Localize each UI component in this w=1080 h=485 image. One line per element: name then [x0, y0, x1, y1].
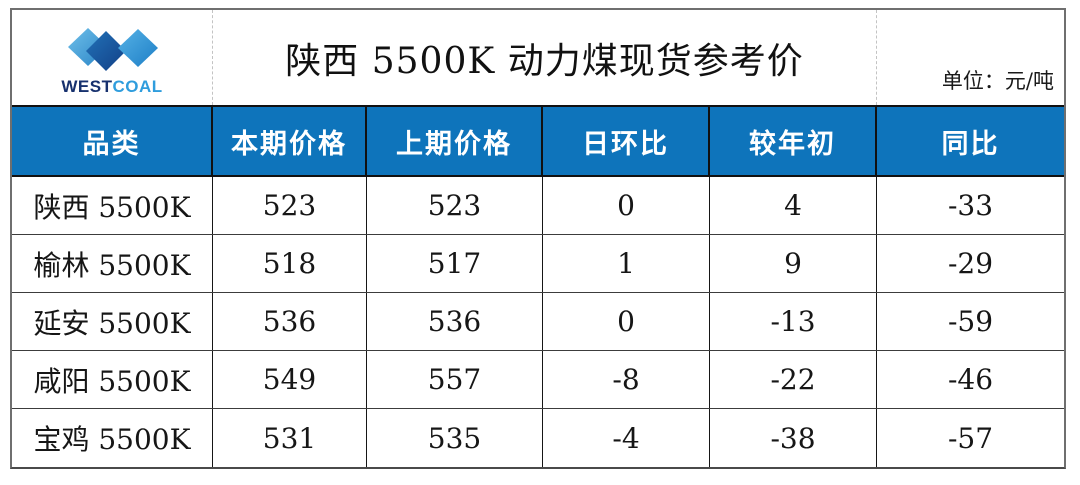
- table-cell: 536: [367, 293, 543, 350]
- row-category: 咸阳 5500K: [12, 351, 213, 408]
- table-cell: -22: [710, 351, 877, 408]
- table-cell: 518: [213, 235, 367, 292]
- table-cell: 536: [213, 293, 367, 350]
- page-title: 陕西 5500K 动力煤现货参考价: [285, 40, 804, 82]
- w-diamonds-icon: [68, 28, 158, 71]
- table-cell: 0: [543, 293, 710, 350]
- table-cell: -33: [947, 189, 994, 222]
- table-cell: -46: [947, 363, 994, 396]
- table-row: 陕西 5500K 523 523 0 4 -33: [12, 177, 1064, 235]
- table-cell: -38: [710, 409, 877, 467]
- price-table: WESTCOAL 陕西 5500K 动力煤现货参考价 单位：元/吨 品类 本期价格…: [10, 8, 1066, 469]
- table-cell: -4: [543, 409, 710, 467]
- table-cell: 549: [213, 351, 367, 408]
- row-category: 延安 5500K: [12, 293, 213, 350]
- table-cell: 531: [213, 409, 367, 467]
- row-category: 榆林 5500K: [12, 235, 213, 292]
- row-category: 陕西 5500K: [12, 177, 213, 234]
- table-row: 宝鸡 5500K 531 535 -4 -38 -57: [12, 409, 1064, 467]
- logo: WESTCOAL: [12, 10, 213, 105]
- table-cell: 557: [367, 351, 543, 408]
- column-header: 日环比: [543, 107, 710, 175]
- table-row: 榆林 5500K 518 517 1 9 -29: [12, 235, 1064, 293]
- table-row: 咸阳 5500K 549 557 -8 -22 -46: [12, 351, 1064, 409]
- table-cell: 0: [543, 177, 710, 234]
- column-header: 较年初: [710, 107, 877, 175]
- table-cell: 1: [543, 235, 710, 292]
- table-cell: -29: [947, 247, 994, 280]
- table-row: 延安 5500K 536 536 0 -13 -59: [12, 293, 1064, 351]
- column-header: 品类: [12, 107, 213, 175]
- table-cell: -57: [947, 421, 994, 455]
- unit-label: 单位：元/吨: [876, 10, 1064, 105]
- table-cell: 523: [213, 177, 367, 234]
- logo-text-coal: COAL: [112, 77, 163, 96]
- column-header: 同比: [941, 128, 1000, 159]
- table-cell: 9: [710, 235, 877, 292]
- table-body: 陕西 5500K 523 523 0 4 -33 榆林 5500K 518 517 1 9 -29 延安…: [12, 177, 1064, 467]
- table-cell: -13: [710, 293, 877, 350]
- table-cell: -59: [947, 305, 994, 338]
- column-header: 本期价格: [213, 107, 367, 175]
- table-cell: -8: [543, 351, 710, 408]
- table-cell: 523: [367, 177, 543, 234]
- column-header: 上期价格: [367, 107, 543, 175]
- table-cell: 517: [367, 235, 543, 292]
- table-cell: 4: [710, 177, 877, 234]
- table-top-header: WESTCOAL 陕西 5500K 动力煤现货参考价 单位：元/吨: [12, 10, 1064, 105]
- logo-wordmark: WESTCOAL: [61, 78, 162, 95]
- table-cell: 535: [367, 409, 543, 467]
- table-header-row: 品类 本期价格 上期价格 日环比 较年初 同比: [12, 105, 1064, 177]
- logo-text-west: WEST: [61, 77, 113, 96]
- row-category: 宝鸡 5500K: [12, 409, 213, 467]
